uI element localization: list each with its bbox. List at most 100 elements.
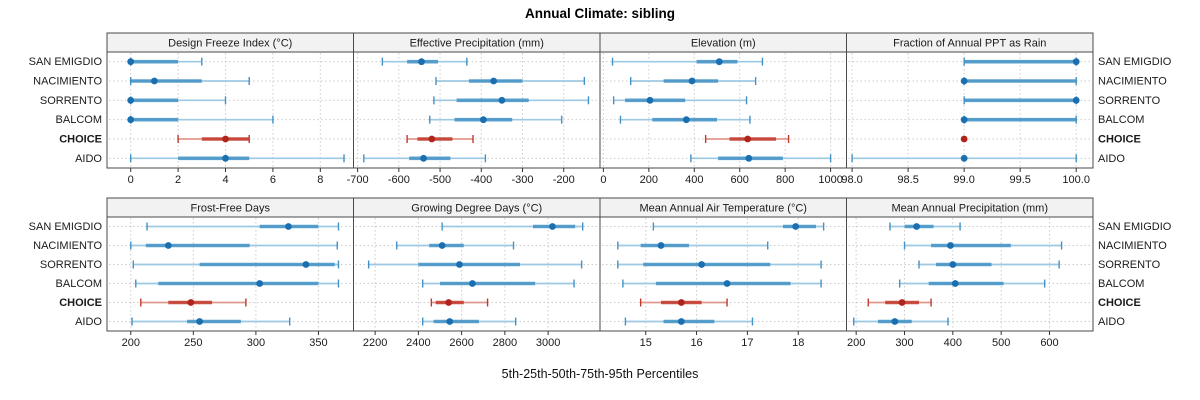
median-dot <box>256 280 264 287</box>
site-label-right: SAN EMIGDIO <box>1098 221 1172 233</box>
axis-tick-label: 100.0 <box>1062 174 1090 186</box>
axis-tick-label: 2800 <box>493 337 517 349</box>
site-label-right: AIDO <box>1098 316 1125 328</box>
median-dot <box>960 116 968 124</box>
panel-body <box>846 51 1094 169</box>
panel-title: Design Freeze Index (°C) <box>168 38 292 50</box>
axis-tick-label: -400 <box>470 174 492 186</box>
axis-tick-label: 6 <box>270 174 276 186</box>
median-dot <box>698 261 706 268</box>
median-dot <box>913 223 920 230</box>
axis-tick-label: 16 <box>690 337 702 349</box>
axis-tick-label: 3000 <box>536 337 560 349</box>
site-label-left: SAN EMIGDIO <box>29 221 103 233</box>
axis-tick-label: -600 <box>388 174 410 186</box>
panel-title: Effective Precipitation (mm) <box>410 38 544 50</box>
median-dot <box>498 96 506 104</box>
median-dot <box>151 77 158 85</box>
site-label-left: SORRENTO <box>40 259 103 271</box>
median-dot <box>646 96 654 104</box>
median-dot <box>418 58 425 66</box>
median-dot <box>960 135 968 143</box>
median-dot <box>682 116 690 124</box>
site-label-right: BALCOM <box>1098 114 1144 126</box>
panel-title: Growing Degree Days (°C) <box>411 203 542 215</box>
median-dot <box>657 242 665 249</box>
median-dot <box>792 223 800 230</box>
site-label-right: SAN EMIGDIO <box>1098 56 1172 68</box>
chart-title: Annual Climate: sibling <box>524 6 675 21</box>
site-label-right: CHOICE <box>1098 134 1141 146</box>
site-label-left: AIDO <box>75 153 102 165</box>
axis-tick-label: 2600 <box>449 337 473 349</box>
axis-tick-label: 0 <box>128 174 134 186</box>
panel-body <box>599 51 847 169</box>
median-dot <box>164 242 172 249</box>
panel-body <box>353 216 601 332</box>
axis-tick-label: 200 <box>847 337 865 349</box>
axis-tick-label: -200 <box>553 174 575 186</box>
median-dot <box>677 318 685 325</box>
median-dot <box>960 77 968 85</box>
axis-tick-label: 300 <box>895 337 913 349</box>
median-dot <box>723 280 731 287</box>
median-dot <box>445 299 453 306</box>
site-label-left: CHOICE <box>59 297 102 309</box>
median-dot <box>420 154 427 162</box>
axis-tick-label: 600 <box>1040 337 1058 349</box>
axis-tick-label: 8 <box>317 174 323 186</box>
median-dot <box>456 261 463 268</box>
site-label-left: BALCOM <box>56 278 102 290</box>
axis-tick-label: 0 <box>600 174 606 186</box>
median-dot <box>745 154 753 162</box>
median-dot <box>127 116 135 124</box>
axis-tick-label: 500 <box>992 337 1010 349</box>
axis-tick-label: 17 <box>741 337 753 349</box>
axis-tick-label: 2400 <box>406 337 430 349</box>
site-label-left: AIDO <box>75 316 102 328</box>
axis-tick-label: -300 <box>511 174 533 186</box>
site-label-right: AIDO <box>1098 153 1125 165</box>
axis-tick-label: 1000 <box>818 174 842 186</box>
median-dot <box>479 116 487 124</box>
median-dot <box>744 135 752 143</box>
site-label-left: NACIMIENTO <box>33 240 102 252</box>
site-label-left: BALCOM <box>56 114 102 126</box>
site-label-right: BALCOM <box>1098 278 1144 290</box>
median-dot <box>960 154 968 162</box>
median-dot <box>1072 58 1080 66</box>
axis-tick-label: 600 <box>731 174 749 186</box>
median-dot <box>715 58 723 66</box>
median-dot <box>187 299 195 306</box>
median-dot <box>196 318 203 325</box>
median-dot <box>677 299 685 306</box>
axis-tick-label: 99.5 <box>1009 174 1030 186</box>
panel-title: Elevation (m) <box>691 38 756 50</box>
axis-tick-label: 250 <box>184 337 202 349</box>
site-label-left: NACIMIENTO <box>33 76 102 88</box>
axis-tick-label: 18 <box>792 337 804 349</box>
median-dot <box>302 261 310 268</box>
median-dot <box>127 96 135 104</box>
median-dot <box>1072 96 1080 104</box>
site-label-right: NACIMIENTO <box>1098 76 1167 88</box>
median-dot <box>438 242 446 249</box>
panel-body <box>106 216 354 332</box>
axis-tick-label: 15 <box>640 337 652 349</box>
panel-body <box>106 51 354 169</box>
median-dot <box>951 280 959 287</box>
median-dot <box>469 280 476 287</box>
axis-tick-label: 99.0 <box>953 174 974 186</box>
panel-title: Mean Annual Precipitation (mm) <box>891 203 1048 215</box>
axis-tick-label: 200 <box>640 174 658 186</box>
median-dot <box>127 58 135 66</box>
median-dot <box>898 299 906 306</box>
median-dot <box>285 223 292 230</box>
site-label-right: NACIMIENTO <box>1098 240 1167 252</box>
median-dot <box>222 154 229 162</box>
axis-tick-label: 300 <box>247 337 265 349</box>
panel-title: Frost-Free Days <box>191 203 271 215</box>
axis-tick-label: 350 <box>309 337 327 349</box>
